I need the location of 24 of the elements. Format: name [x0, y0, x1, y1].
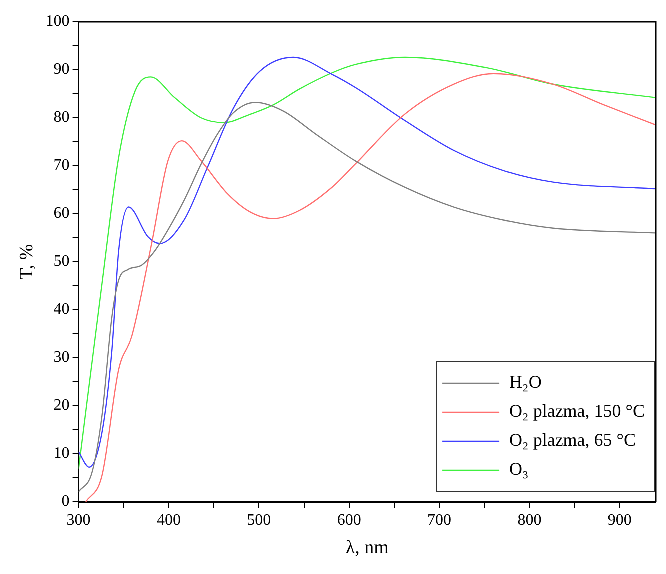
legend-label: O₂ plazma, 65 °C	[510, 430, 636, 450]
y-tick-label: 30	[54, 349, 70, 366]
x-tick-label: 700	[428, 512, 452, 529]
x-tick-label: 600	[337, 512, 362, 529]
x-tick-label: 800	[518, 512, 542, 529]
y-tick-label: 100	[46, 13, 70, 30]
y-tick-label: 50	[54, 253, 70, 270]
legend-label: H₂O	[510, 372, 542, 392]
y-tick-label: 60	[54, 205, 70, 222]
y-tick-label: 40	[54, 301, 70, 318]
y-tick-label: 90	[54, 61, 70, 78]
y-tick-label: 70	[54, 157, 70, 174]
y-tick-label: 10	[54, 445, 70, 462]
x-axis-title: λ, nm	[346, 538, 390, 559]
legend-label: O₂ plazma, 150 °C	[510, 401, 646, 422]
x-tick-label: 500	[247, 512, 272, 529]
y-tick-label: 80	[54, 109, 70, 126]
x-tick-label: 300	[66, 512, 91, 529]
y-tick-label: 0	[62, 493, 70, 510]
x-tick-label: 900	[608, 512, 632, 529]
y-tick-label: 20	[54, 397, 70, 414]
x-tick-label: 400	[156, 512, 181, 529]
legend-label: O₃	[510, 459, 529, 480]
y-axis-title: T, %	[16, 244, 38, 280]
